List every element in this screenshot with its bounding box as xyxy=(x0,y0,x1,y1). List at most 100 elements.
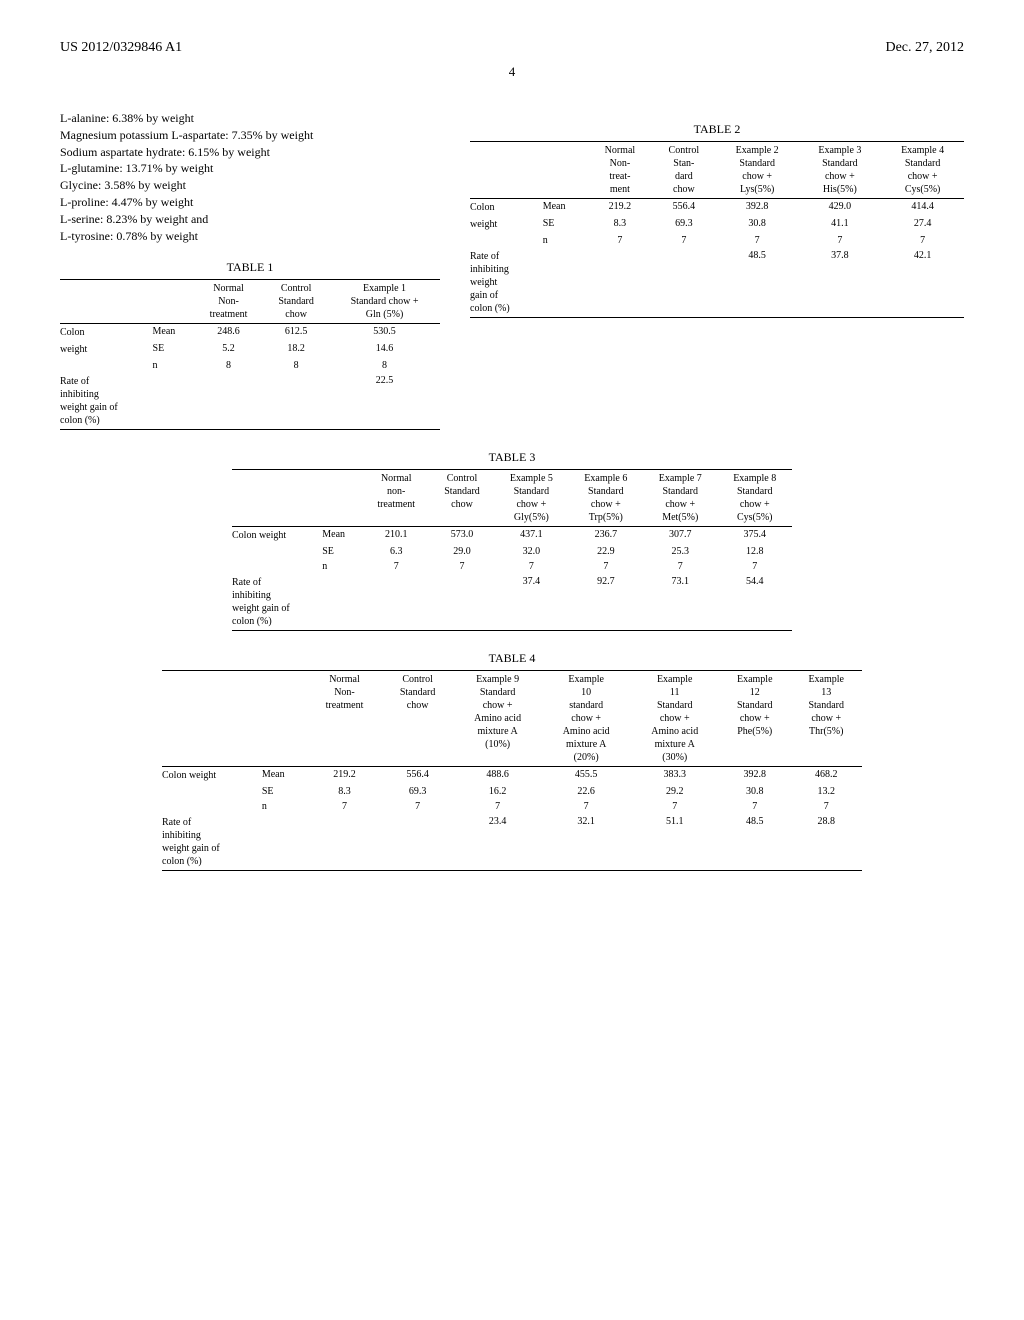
page-number: 4 xyxy=(60,64,964,80)
row-label xyxy=(470,233,539,248)
column-header: ControlStandardchow xyxy=(430,470,494,527)
data-cell: 7 xyxy=(716,233,799,248)
data-cell: 437.1 xyxy=(494,527,568,545)
data-cell: 210.1 xyxy=(363,527,430,545)
stat-label: n xyxy=(258,799,307,814)
stat-label: SE xyxy=(149,341,195,358)
data-cell xyxy=(588,248,652,318)
row-label: Colon xyxy=(60,324,149,342)
column-header: Example 9Standardchow +Amino acidmixture… xyxy=(453,671,542,767)
column-header xyxy=(232,470,318,527)
row-label xyxy=(60,358,149,373)
left-column: L-alanine: 6.38% by weight Magnesium pot… xyxy=(60,110,440,430)
column-header: NormalNon-treatment xyxy=(194,280,263,324)
publication-date: Dec. 27, 2012 xyxy=(885,40,964,56)
stat-label: Mean xyxy=(539,199,588,217)
data-cell: 375.4 xyxy=(717,527,792,545)
data-cell: 37.8 xyxy=(799,248,882,318)
data-cell xyxy=(430,574,494,631)
data-cell: 7 xyxy=(881,233,964,248)
data-cell xyxy=(263,373,329,430)
data-cell: 92.7 xyxy=(569,574,643,631)
data-cell: 7 xyxy=(719,799,790,814)
ingredient-line: L-proline: 4.47% by weight xyxy=(60,194,440,211)
table4: NormalNon-treatmentControlStandardchowEx… xyxy=(162,670,862,871)
table4-title: TABLE 4 xyxy=(162,651,862,666)
stat-label: Mean xyxy=(149,324,195,342)
data-cell: 219.2 xyxy=(588,199,652,217)
stat-label: n xyxy=(149,358,195,373)
ingredient-line: Glycine: 3.58% by weight xyxy=(60,177,440,194)
data-cell: 530.5 xyxy=(329,324,440,342)
data-cell: 27.4 xyxy=(881,216,964,233)
column-header: Example11Standardchow +Amino acidmixture… xyxy=(630,671,719,767)
stat-label: Mean xyxy=(258,767,307,785)
data-cell: 14.6 xyxy=(329,341,440,358)
data-cell: 383.3 xyxy=(630,767,719,785)
column-header: ControlStan-dardchow xyxy=(652,142,716,199)
data-cell: 7 xyxy=(643,559,717,574)
column-header: Example 7Standardchow +Met(5%) xyxy=(643,470,717,527)
stat-label: SE xyxy=(258,784,307,799)
data-cell: 488.6 xyxy=(453,767,542,785)
stat-label xyxy=(539,248,588,318)
data-cell: 6.3 xyxy=(363,544,430,559)
data-cell: 219.2 xyxy=(307,767,382,785)
ingredient-line: L-tyrosine: 0.78% by weight xyxy=(60,228,440,245)
row-label: Rate ofinhibitingweight gain ofcolon (%) xyxy=(60,373,149,430)
data-cell: 12.8 xyxy=(717,544,792,559)
row-label xyxy=(162,799,258,814)
data-cell: 18.2 xyxy=(263,341,329,358)
column-header xyxy=(258,671,307,767)
data-cell: 5.2 xyxy=(194,341,263,358)
column-header xyxy=(149,280,195,324)
data-cell: 455.5 xyxy=(542,767,631,785)
data-cell: 7 xyxy=(652,233,716,248)
column-header xyxy=(318,470,362,527)
data-cell: 22.6 xyxy=(542,784,631,799)
row-label: Colon xyxy=(470,199,539,217)
row-label: Rate ofinhibitingweight gain ofcolon (%) xyxy=(232,574,318,631)
data-cell: 429.0 xyxy=(799,199,882,217)
data-cell: 7 xyxy=(430,559,494,574)
table3: Normalnon-treatmentControlStandardchowEx… xyxy=(232,469,792,631)
row-label xyxy=(232,559,318,574)
data-cell: 7 xyxy=(588,233,652,248)
column-header: Example 1Standard chow +Gln (5%) xyxy=(329,280,440,324)
content-columns: L-alanine: 6.38% by weight Magnesium pot… xyxy=(60,110,964,430)
column-header: NormalNon-treat-ment xyxy=(588,142,652,199)
ingredient-line: Magnesium potassium L-aspartate: 7.35% b… xyxy=(60,127,440,144)
data-cell: 69.3 xyxy=(652,216,716,233)
stat-label xyxy=(258,814,307,871)
data-cell: 30.8 xyxy=(716,216,799,233)
column-header: Normalnon-treatment xyxy=(363,470,430,527)
ingredient-list: L-alanine: 6.38% by weight Magnesium pot… xyxy=(60,110,440,244)
data-cell: 573.0 xyxy=(430,527,494,545)
column-header: ControlStandardchow xyxy=(263,280,329,324)
data-cell: 7 xyxy=(630,799,719,814)
data-cell: 69.3 xyxy=(382,784,453,799)
data-cell: 32.1 xyxy=(542,814,631,871)
row-label: weight xyxy=(470,216,539,233)
column-header xyxy=(470,142,539,199)
publication-number: US 2012/0329846 A1 xyxy=(60,40,182,56)
data-cell xyxy=(194,373,263,430)
ingredient-line: L-serine: 8.23% by weight and xyxy=(60,211,440,228)
column-header: Example 5Standardchow +Gly(5%) xyxy=(494,470,568,527)
data-cell: 7 xyxy=(382,799,453,814)
data-cell: 23.4 xyxy=(453,814,542,871)
data-cell: 42.1 xyxy=(881,248,964,318)
data-cell: 8.3 xyxy=(307,784,382,799)
column-header: NormalNon-treatment xyxy=(307,671,382,767)
column-header: Example 8Standardchow +Cys(5%) xyxy=(717,470,792,527)
stat-label xyxy=(318,574,362,631)
column-header xyxy=(60,280,149,324)
stat-label: n xyxy=(318,559,362,574)
data-cell: 37.4 xyxy=(494,574,568,631)
row-label xyxy=(162,784,258,799)
data-cell: 248.6 xyxy=(194,324,263,342)
data-cell: 30.8 xyxy=(719,784,790,799)
column-header: Example 4Standardchow +Cys(5%) xyxy=(881,142,964,199)
data-cell: 22.9 xyxy=(569,544,643,559)
table1-title: TABLE 1 xyxy=(60,260,440,275)
